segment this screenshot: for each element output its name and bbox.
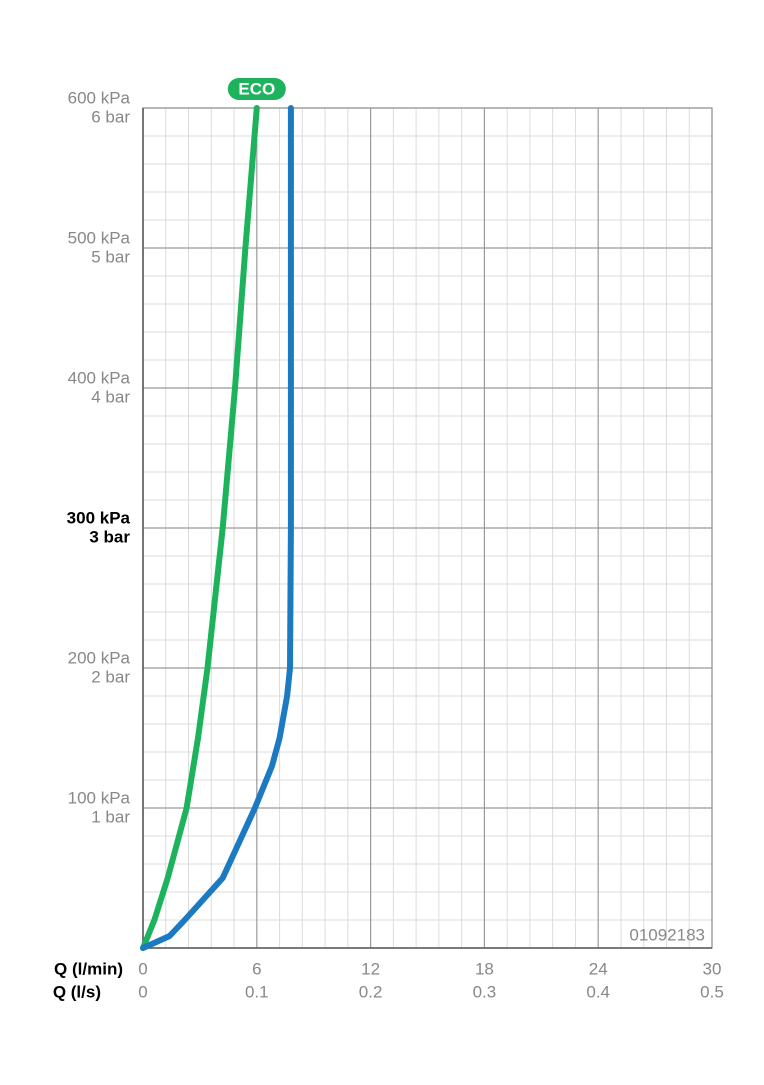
x2-tick-label: 0 <box>138 982 147 1001</box>
y-tick-label: 600 kPa <box>68 88 131 107</box>
x-tick-label: 30 <box>703 959 722 978</box>
x2-tick-label: 0.2 <box>359 982 383 1001</box>
y-tick-label: 400 kPa <box>68 368 131 387</box>
x2-tick-label: 0.4 <box>586 982 610 1001</box>
x-tick-label: 12 <box>361 959 380 978</box>
x-axis-label: Q (l/min) <box>54 959 123 978</box>
x-tick-label: 18 <box>475 959 494 978</box>
series-badge <box>227 78 286 100</box>
y2-tick-label: 2 bar <box>91 667 130 686</box>
x2-tick-label: 0.5 <box>700 982 724 1001</box>
y-tick-label: 500 kPa <box>68 228 131 247</box>
y2-tick-label: 4 bar <box>91 387 130 406</box>
x-tick-label: 6 <box>252 959 261 978</box>
series-line <box>140 105 294 951</box>
series-label: ECO <box>238 79 275 98</box>
x-tick-label: 24 <box>589 959 608 978</box>
annotation: 01092183 <box>629 925 705 944</box>
y2-tick-label: 5 bar <box>91 247 130 266</box>
y2-tick-label: 3 bar <box>89 527 130 546</box>
y2-tick-label: 6 bar <box>91 107 130 126</box>
series-line <box>140 105 260 951</box>
x-tick-label: 0 <box>138 959 147 978</box>
y-tick-label: 100 kPa <box>68 788 131 807</box>
x2-axis-label: Q (l/s) <box>53 982 101 1001</box>
y2-tick-label: 1 bar <box>91 807 130 826</box>
y-tick-label: 200 kPa <box>68 648 131 667</box>
x2-tick-label: 0.1 <box>245 982 269 1001</box>
y-tick-label: 300 kPa <box>67 508 131 527</box>
x2-tick-label: 0.3 <box>473 982 497 1001</box>
